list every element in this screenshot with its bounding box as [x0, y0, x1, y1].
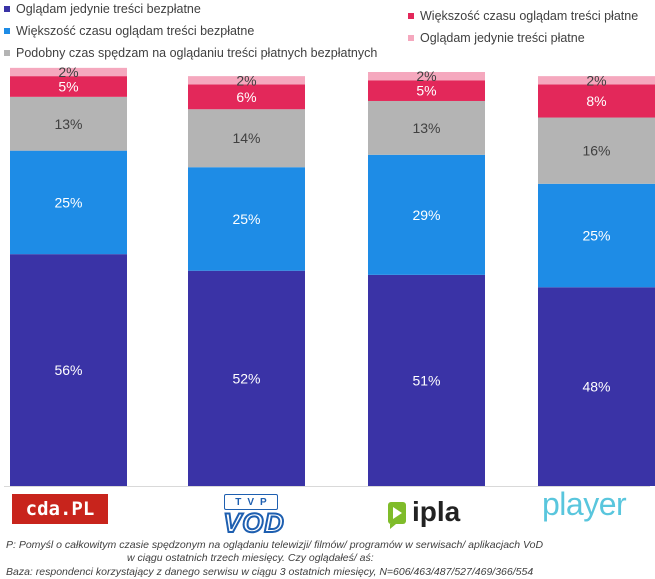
bar-tvp-vod-series-2 — [188, 109, 305, 168]
stacked-bar-chart: 56%25%13%5%2%52%25%14%6%2%51%29%13%5%2%4… — [4, 64, 655, 487]
data-label-cda-pl-series-0: 56% — [54, 362, 82, 378]
legend-label: Oglądam jedynie treści bezpłatne — [16, 2, 201, 16]
legend-label: Większość czasu oglądam treści bezpłatne — [16, 24, 255, 38]
bar-ipla-series-1 — [368, 154, 485, 275]
legend-swatch — [408, 34, 414, 41]
tvp-badge: TVP — [224, 494, 278, 510]
data-label-player-series-2: 16% — [582, 143, 610, 159]
data-label-player-series-1: 25% — [582, 228, 610, 244]
bar-cda-pl-series-4 — [10, 67, 127, 77]
data-label-ipla-series-1: 29% — [412, 207, 440, 223]
bar-player-series-3 — [538, 84, 655, 118]
bar-player-series-4 — [538, 76, 655, 85]
bar-tvp-vod-series-3 — [188, 84, 305, 110]
data-label-cda-pl-series-1: 25% — [54, 194, 82, 210]
bar-player-series-1 — [538, 183, 655, 288]
data-label-ipla-series-2: 13% — [412, 120, 440, 136]
data-label-cda-pl-series-4: 2% — [58, 64, 78, 80]
ipla-play-icon — [388, 502, 406, 529]
footnote-base: Baza: respondenci korzystający z danego … — [6, 566, 534, 578]
data-label-player-series-4: 2% — [586, 72, 606, 88]
legend-item-equal-time: Podobny czas spędzam na oglądaniu treści… — [4, 46, 377, 60]
bar-cda-pl-series-3 — [10, 76, 127, 97]
data-label-tvp-vod-series-4: 2% — [236, 72, 256, 88]
footnote-question-cont: w ciągu ostatnich trzech miesięcy. Czy o… — [127, 552, 374, 564]
bar-cda-pl-series-0 — [10, 254, 127, 486]
data-label-tvp-vod-series-1: 25% — [232, 211, 260, 227]
legend-label: Oglądam jedynie treści płatne — [420, 31, 585, 45]
data-label-tvp-vod-series-0: 52% — [232, 370, 260, 386]
player-logo: player — [542, 486, 627, 522]
legend-item-mostly-free: Większość czasu oglądam treści bezpłatne — [4, 24, 254, 38]
data-label-player-series-3: 8% — [586, 93, 606, 109]
legend-swatch — [408, 12, 414, 19]
bar-tvp-vod-series-1 — [188, 167, 305, 271]
data-label-tvp-vod-series-3: 6% — [236, 89, 256, 105]
bar-player-series-0 — [538, 287, 655, 486]
bar-player-series-2 — [538, 117, 655, 184]
data-label-ipla-series-0: 51% — [412, 372, 440, 388]
legend-item-mostly-paid: Większość czasu oglądam treści płatne — [408, 9, 638, 23]
data-label-ipla-series-3: 5% — [416, 83, 436, 99]
bar-ipla-series-4 — [368, 72, 485, 81]
bar-cda-pl-series-2 — [10, 96, 127, 151]
legend-swatch — [4, 5, 10, 12]
data-label-cda-pl-series-2: 13% — [54, 116, 82, 132]
bar-ipla-series-3 — [368, 80, 485, 101]
tvp-vod-logo: TVP VOD — [204, 492, 304, 539]
legend-swatch — [4, 27, 10, 34]
bar-ipla-series-0 — [368, 274, 485, 486]
data-label-cda-pl-series-3: 5% — [58, 78, 78, 94]
legend-label: Większość czasu oglądam treści płatne — [420, 9, 639, 23]
ipla-logo: ipla — [388, 496, 478, 532]
legend-swatch — [4, 49, 10, 56]
legend-item-free-only: Oglądam jedynie treści bezpłatne — [4, 2, 201, 16]
footnote-question: P: Pomyśl o całkowitym czasie spędzonym … — [6, 539, 544, 551]
legend-label: Podobny czas spędzam na oglądaniu treści… — [16, 46, 378, 60]
cda-logo: cda.PL — [12, 494, 108, 524]
data-label-player-series-0: 48% — [582, 379, 610, 395]
legend-item-paid-only: Oglądam jedynie treści płatne — [408, 31, 585, 45]
bar-tvp-vod-series-4 — [188, 76, 305, 85]
bar-tvp-vod-series-0 — [188, 270, 305, 486]
data-label-tvp-vod-series-2: 14% — [232, 130, 260, 146]
bar-ipla-series-2 — [368, 100, 485, 155]
bar-cda-pl-series-1 — [10, 150, 127, 255]
data-label-ipla-series-4: 2% — [416, 68, 436, 84]
